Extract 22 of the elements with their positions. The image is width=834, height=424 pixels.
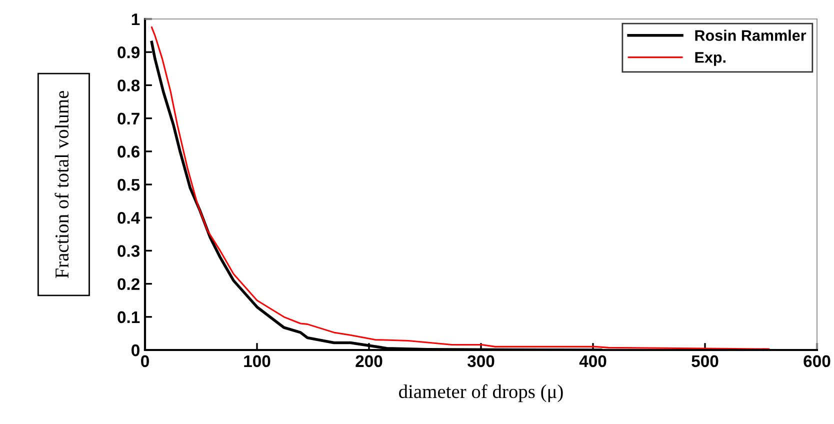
x-tick-label: 0 <box>141 355 149 368</box>
y-axis-title: Fraction of total volume <box>54 90 69 278</box>
legend-label: Exp. <box>695 52 726 66</box>
x-tick-label: 600 <box>804 355 830 368</box>
legend-label: Rosin Rammler <box>695 30 806 41</box>
y-tick-label: 0.9 <box>118 46 140 58</box>
x-tick-label: 200 <box>356 355 382 368</box>
y-tick-label: 0.8 <box>118 80 140 92</box>
y-tick-label: 0.4 <box>118 212 140 224</box>
x-tick-label: 400 <box>579 355 606 368</box>
y-tick-label: 0.1 <box>118 311 140 324</box>
y-tick-label: 0.7 <box>118 112 140 125</box>
y-tick-label: 1 <box>132 14 140 26</box>
y-tick-label: 0.6 <box>118 146 140 158</box>
y-tick-label: 0 <box>132 344 140 356</box>
x-tick-label: 500 <box>692 355 718 368</box>
x-tick-label: 100 <box>244 355 270 368</box>
x-tick-label: 300 <box>467 355 494 368</box>
y-tick-label: 0.5 <box>118 178 140 191</box>
y-tick-label: 0.2 <box>118 278 140 290</box>
y-tick-label: 0.3 <box>118 245 140 257</box>
x-axis-title: diameter of drops (μ) <box>399 384 563 402</box>
